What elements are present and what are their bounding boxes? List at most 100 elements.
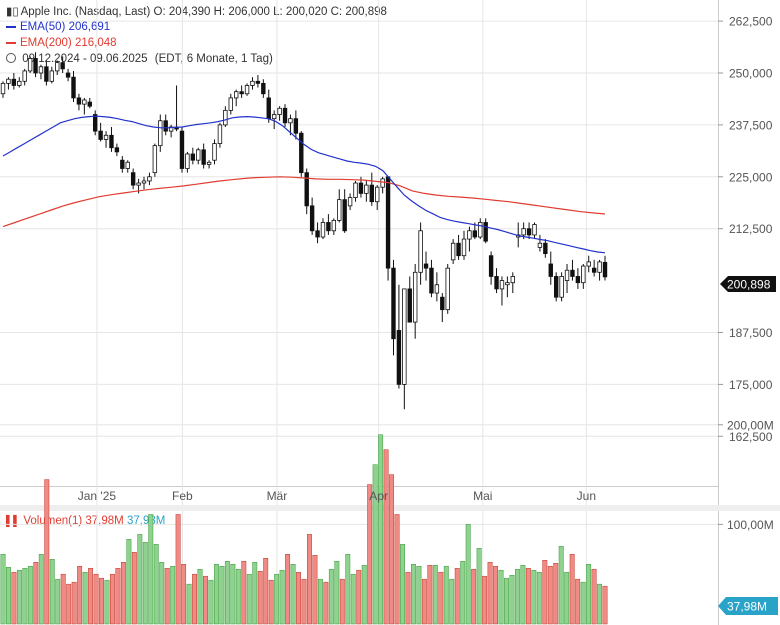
volume-bar [120,561,126,625]
volume-bar [186,583,192,625]
candle-body [33,58,38,74]
volume-bar [279,569,285,625]
volume-bar [334,561,340,625]
candle-body [114,147,120,153]
candle-body [429,267,434,294]
volume-bar [257,570,263,625]
volume-bar [547,565,553,625]
candle-body [521,228,526,236]
candle-body [478,222,483,238]
volume-bar [317,578,323,625]
candle-body [255,80,261,84]
price-tag-text: 200,898 [727,278,771,292]
volume-bar [498,569,504,625]
candle [82,97,87,115]
candle [369,172,374,206]
volume-bar [493,565,498,625]
volume-bar [400,544,405,625]
candle [304,168,309,215]
volume-bar [564,571,570,625]
candle-body [396,330,402,385]
candle [478,218,483,240]
price-tick-label: 250,000 [729,67,773,81]
candle [391,259,396,356]
candle-body [548,263,553,277]
candle [87,97,92,109]
time-tick-label: Jun [577,489,596,503]
volume-bar [476,548,482,625]
candle [440,293,445,323]
candle-body [0,82,6,95]
candle [277,106,282,121]
candle-body [380,178,385,188]
candle [234,89,239,107]
volume-bar [197,568,203,625]
candle [586,255,591,273]
price-axis: 262,500 250,000 237,500 225,000 212,500 187,5… [718,15,773,444]
candle-body [228,97,233,111]
candle-body [282,107,288,124]
volume-bar [307,534,312,625]
candle-body [244,85,250,95]
candle [510,272,516,294]
volume-bar [164,567,170,625]
volume-bar [356,569,362,625]
candle-body [369,184,374,203]
volume-bar [252,561,258,625]
volume-bar [192,573,197,625]
volume-bar [597,583,602,625]
candle [553,272,559,302]
volume-bar [213,563,219,625]
candle-body [385,176,391,269]
candle [429,259,434,298]
candle [17,77,22,88]
candle-body [309,205,315,232]
candle [597,259,602,281]
candle [564,263,570,294]
volume-bar [16,569,22,625]
candle-body [586,261,591,267]
volume-bar [514,568,520,625]
volume-bar [378,434,384,625]
candle [575,268,581,289]
candle [114,143,120,157]
candle [423,251,429,281]
candle-body [564,269,570,282]
candle-body [494,276,499,290]
legend-ema200[interactable]: EMA(200) 216,048 [6,37,117,49]
volume-bar [443,565,449,625]
volume-bar [131,552,137,625]
ema200-line [2,176,606,228]
volume-bar [27,565,33,625]
candle [212,139,217,165]
candle-body [98,130,103,140]
candle [239,85,244,98]
candle-body [76,97,82,105]
candle-body [299,132,304,174]
candle [33,52,38,78]
last-price-tag: 200,898 [720,276,776,292]
candle [147,172,152,186]
volume-bar [148,514,154,625]
legend-ema50[interactable]: EMA(50) 206,691 [6,21,110,33]
gridlines [0,0,718,625]
candle [179,126,185,173]
volume-bar [11,571,17,625]
candle [0,81,6,98]
volume-bar [82,571,88,625]
candle-body [532,224,537,236]
candle-body [559,276,564,298]
candle [364,180,369,202]
candle-body [185,153,190,169]
candle [98,122,103,142]
ema200-swatch [6,41,16,44]
candle-body [337,199,342,221]
candle-body [179,130,185,169]
candle [49,66,55,84]
volume-bar [345,554,351,625]
candle [581,263,586,289]
candle [488,251,494,285]
candle [299,131,304,177]
volume-bar [49,559,55,625]
